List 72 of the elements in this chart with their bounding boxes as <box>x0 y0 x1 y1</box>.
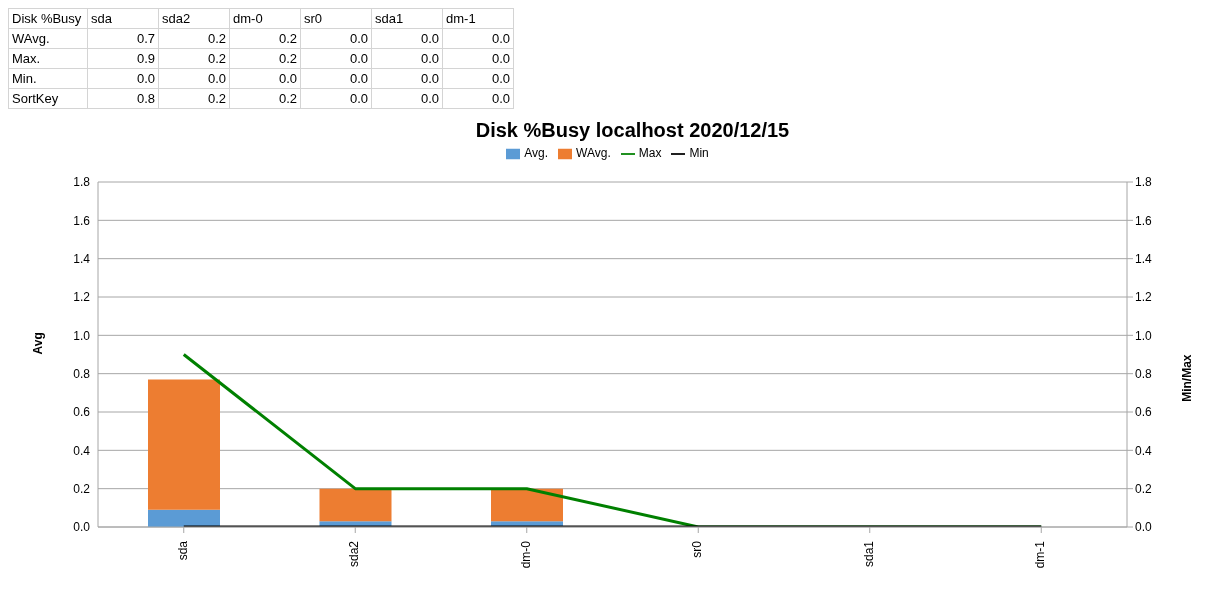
text: dm-0 <box>229 8 301 29</box>
y2-tick-label: 0.6 <box>1135 405 1153 420</box>
x-tick-label: sda2 <box>347 540 362 568</box>
text: 0.2 <box>229 48 301 69</box>
text: SortKey <box>8 88 88 109</box>
text: Min. <box>8 68 88 89</box>
text: 0.0 <box>371 88 443 109</box>
text: 0.0 <box>371 28 443 49</box>
text: 0.0 <box>300 28 372 49</box>
text: 0.7 <box>87 28 159 49</box>
y-tick-label: 0.2 <box>73 481 91 496</box>
y-axis-title: Avg <box>31 332 46 355</box>
text: 0.0 <box>300 48 372 69</box>
text: dm-1 <box>442 8 514 29</box>
text: 0.0 <box>442 68 514 89</box>
text: WAvg. <box>8 28 88 49</box>
text: 0.2 <box>158 28 230 49</box>
y-tick-label: 1.4 <box>73 251 91 266</box>
bar <box>491 488 563 522</box>
x-tick-label: dm-0 <box>518 540 533 569</box>
text: 0.2 <box>158 48 230 69</box>
text: sda2 <box>158 8 230 29</box>
text: 0.9 <box>87 48 159 69</box>
chart-title: Disk %Busy localhost 2020/12/15 <box>474 119 791 142</box>
bar <box>148 509 220 527</box>
y-tick-label: 0.8 <box>73 366 91 381</box>
text: sda1 <box>371 8 443 29</box>
y-tick-label: 1.2 <box>73 290 91 305</box>
text: 0.0 <box>300 88 372 109</box>
legend-label: Min <box>689 146 709 160</box>
y-tick-label: 1.0 <box>73 328 91 343</box>
y2-tick-label: 1.0 <box>1135 328 1153 343</box>
text: 0.8 <box>87 88 159 109</box>
text: Disk %Busy <box>8 8 88 29</box>
y-tick-label: 1.6 <box>73 213 91 228</box>
text: 0.0 <box>371 68 443 89</box>
y2-axis-title: Min/Max <box>1180 354 1195 402</box>
y2-tick-label: 1.2 <box>1135 290 1153 305</box>
legend-label: Max <box>638 146 662 160</box>
text: 0.2 <box>229 88 301 109</box>
text: 0.0 <box>371 48 443 69</box>
y2-tick-label: 0.4 <box>1135 443 1153 458</box>
y-tick-label: 0.0 <box>73 520 91 535</box>
y2-tick-label: 1.6 <box>1135 213 1153 228</box>
legend-label: WAvg. <box>576 146 611 160</box>
text: sda <box>87 8 159 29</box>
text: sr0 <box>300 8 372 29</box>
y-tick-label: 0.4 <box>73 443 91 458</box>
legend-label: Avg. <box>524 146 549 160</box>
y2-tick-label: 0.8 <box>1135 366 1153 381</box>
y2-tick-label: 0.0 <box>1135 520 1153 535</box>
text: 0.0 <box>229 68 301 89</box>
text: 0.2 <box>229 28 301 49</box>
x-tick-label: sr0 <box>690 540 705 558</box>
x-tick-label: sda1 <box>861 540 876 568</box>
text: 0.0 <box>87 68 159 89</box>
text: 0.0 <box>442 88 514 109</box>
x-tick-label: sda <box>175 540 190 561</box>
x-tick-label: dm-1 <box>1033 540 1048 569</box>
text: 0.2 <box>158 88 230 109</box>
text: 0.0 <box>442 48 514 69</box>
y2-tick-label: 1.8 <box>1135 175 1153 190</box>
text: 0.0 <box>442 28 514 49</box>
y-tick-label: 1.8 <box>73 175 91 190</box>
bar <box>319 488 392 522</box>
text: Max. <box>8 48 88 69</box>
y2-tick-label: 0.2 <box>1135 481 1153 496</box>
y-tick-label: 0.6 <box>73 405 91 420</box>
text: 0.0 <box>300 68 372 89</box>
bar <box>148 379 220 510</box>
y2-tick-label: 1.4 <box>1135 251 1153 266</box>
text: 0.0 <box>158 68 230 89</box>
